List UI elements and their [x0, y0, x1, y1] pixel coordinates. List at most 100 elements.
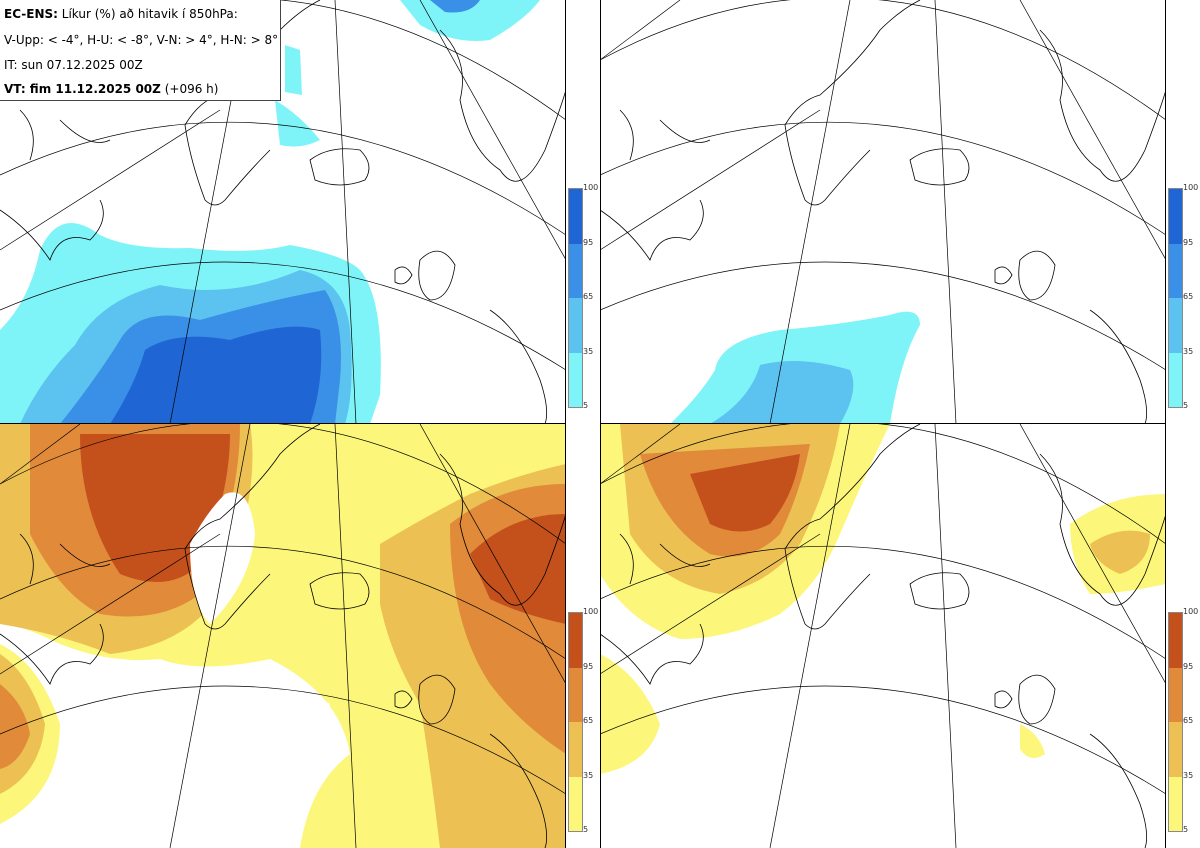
longitude-line — [769, 424, 851, 848]
colorbar-tick-label: 100 — [1183, 183, 1199, 192]
colorbar-segment — [1169, 189, 1182, 244]
longitude-line — [600, 0, 681, 61]
map-v-upp — [0, 0, 566, 424]
canada-coast — [600, 623, 704, 685]
ireland-coast — [994, 266, 1013, 285]
latitude-line — [600, 685, 1166, 795]
colorbar-segment — [1169, 613, 1182, 668]
coastlines — [600, 0, 1166, 424]
britain-coast — [1018, 250, 1056, 301]
colorbar-tick-label: 5 — [583, 825, 589, 834]
colorbar-segment — [1169, 243, 1182, 298]
prob-greenland-5-35 — [275, 100, 320, 147]
longitude-line — [334, 424, 357, 848]
longitude-line — [419, 424, 566, 685]
panel-divider — [1165, 0, 1166, 848]
arctic-islands — [19, 109, 111, 161]
britain-coast — [1018, 674, 1056, 725]
map-panel-v-upp — [0, 0, 566, 424]
probability-fill — [600, 424, 1166, 774]
no-prob-north-atlantic — [90, 684, 330, 754]
coastlines — [0, 0, 566, 424]
europe-coast — [1089, 309, 1148, 424]
graticule — [0, 424, 566, 848]
panel-divider — [600, 423, 1166, 424]
greenland-coast — [184, 424, 321, 630]
europe-coast — [489, 309, 548, 424]
canada-coast — [0, 199, 104, 261]
arctic-islands — [619, 109, 711, 161]
colorbar-segment — [1169, 352, 1182, 407]
scandinavia-coast — [1039, 29, 1166, 182]
colorbar-cold-2 — [1168, 188, 1183, 408]
colorbar-tick-label: 5 — [583, 401, 589, 410]
graticule — [600, 424, 1166, 848]
colorbar-segment — [1169, 298, 1182, 353]
latitude-line — [600, 0, 1166, 121]
iceland-coast — [309, 572, 370, 610]
longitude-line — [934, 0, 957, 424]
latitude-line — [0, 121, 566, 236]
prob-35-65 — [710, 361, 854, 424]
threshold-legend: V-Upp: < -4°, H-U: < -8°, V-N: > 4°, H-N… — [4, 33, 279, 47]
colorbar-segment — [1169, 722, 1182, 777]
longitude-line — [600, 533, 821, 675]
scandinavia-coast — [1039, 453, 1166, 606]
iceland-coast — [309, 148, 370, 186]
iceland-coast — [909, 572, 970, 610]
probability-fill — [0, 0, 540, 424]
longitude-line — [600, 109, 821, 251]
map-h-u — [600, 0, 1166, 424]
britain-coast — [418, 250, 456, 301]
longitude-line — [934, 424, 957, 848]
europe-coast — [1089, 733, 1148, 848]
colorbar-tick-label: 65 — [583, 716, 594, 725]
prob-5-35-west — [600, 654, 660, 774]
coastlines — [600, 424, 1166, 848]
britain-coast — [418, 674, 456, 725]
scandinavia-coast — [439, 29, 566, 182]
longitude-line — [1019, 0, 1166, 261]
greenland-coast — [784, 0, 921, 206]
colorbar-tick-label: 35 — [583, 346, 594, 356]
map-panel-h-n — [600, 424, 1166, 848]
ireland-coast — [394, 690, 413, 709]
prob-95-100-north — [690, 454, 800, 532]
latitude-line — [0, 545, 566, 660]
greenland-coast — [784, 424, 921, 630]
prob-strip-5-35 — [285, 45, 302, 95]
colorbar-segment — [569, 189, 582, 244]
prob-north-5-35 — [400, 0, 540, 41]
colorbar-segment — [569, 613, 582, 668]
colorbar-tick-label: 65 — [1183, 292, 1194, 301]
colorbar-segment — [569, 298, 582, 353]
colorbar-segment — [569, 667, 582, 722]
probability-fill — [0, 424, 566, 848]
map-panel-h-u — [600, 0, 1166, 424]
colorbar-tick-label: 100 — [583, 607, 599, 616]
longitude-line — [0, 109, 221, 251]
latitude-line — [600, 121, 1166, 236]
colorbar-segment — [1169, 667, 1182, 722]
graticule — [600, 0, 1166, 424]
colorbar-warm-1 — [568, 612, 583, 832]
colorbar-tick-label: 65 — [1183, 716, 1194, 725]
longitude-line — [334, 0, 357, 424]
colorbar-tick-label: 95 — [583, 237, 594, 247]
colorbar-tick-label: 5 — [1183, 401, 1189, 410]
colorbar-tick-label: 95 — [583, 661, 594, 671]
colorbar-segment — [569, 352, 582, 407]
prob-35-65-scandinavia — [1090, 530, 1150, 574]
map-h-n — [600, 424, 1166, 848]
colorbar-tick-label: 35 — [1183, 770, 1194, 780]
info-box: EC-ENS: Líkur (%) að hitavik í 850hPa: V… — [0, 0, 281, 101]
prob-north-65-95 — [430, 0, 480, 13]
colorbar-tick-label: 100 — [1183, 607, 1199, 616]
probability-fill — [670, 311, 920, 424]
colorbar-segment — [569, 722, 582, 777]
arctic-islands — [619, 533, 711, 585]
prob-5-35-ireland — [1020, 724, 1045, 758]
longitude-line — [0, 533, 221, 675]
europe-coast — [489, 733, 548, 848]
canada-coast — [600, 199, 704, 261]
